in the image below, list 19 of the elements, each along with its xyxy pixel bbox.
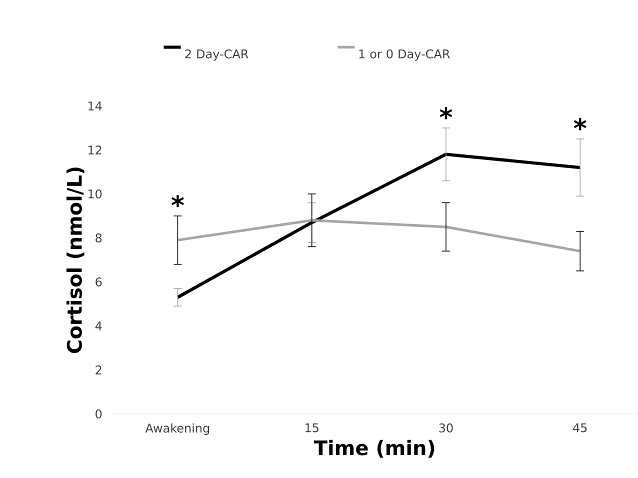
y-tick-label: 10 — [88, 189, 102, 199]
annotation: * — [574, 118, 586, 130]
x-tick-label: 30 — [439, 423, 453, 433]
y-tick-label: 0 — [96, 409, 102, 418]
legend-label: 1 or 0 Day-CAR — [359, 49, 450, 61]
annotation: * — [440, 107, 452, 120]
y-tick-label: 2 — [96, 366, 102, 374]
y-tick-label: 14 — [88, 102, 102, 110]
y-tick-label: 6 — [96, 277, 102, 287]
annotation: * — [171, 195, 184, 208]
x-tick-label: Awakening — [145, 423, 210, 436]
x-tick-label: 45 — [573, 423, 587, 432]
y-tick-label: 12 — [88, 146, 102, 154]
legend-label: 2 Day-CAR — [185, 49, 248, 61]
y-axis-title: Cortisol (nmol/L) — [66, 168, 84, 354]
x-axis-title: Time (min) — [314, 440, 434, 458]
y-tick-label: 8 — [96, 233, 102, 243]
y-tick-label: 4 — [95, 322, 102, 330]
x-tick-label: 15 — [306, 423, 318, 432]
